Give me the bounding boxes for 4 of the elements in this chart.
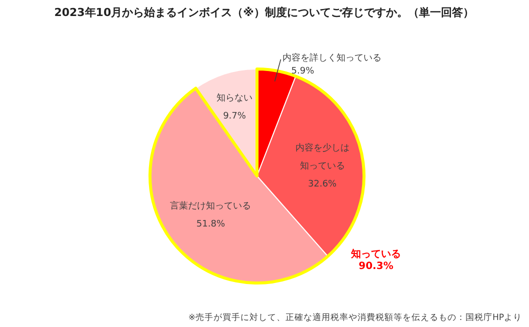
annotation: 90.3% — [358, 261, 394, 272]
annotation: ※売手が買手に対して、正確な適用税率や消費税額等を伝えるもの：国税庁HPより — [188, 313, 522, 323]
annotation: 知っている — [351, 249, 401, 260]
title: 2023年10月から始まるインボイス（※）制度についてご存じですか。（単一回答） — [54, 6, 474, 19]
